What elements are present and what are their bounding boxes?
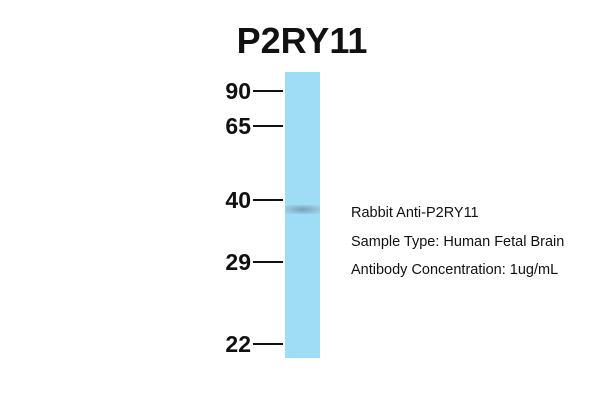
marker-tick	[253, 90, 283, 92]
marker-22: 22	[215, 329, 285, 359]
marker-65: 65	[215, 111, 285, 141]
antibody-label: Rabbit Anti-P2RY11	[351, 205, 479, 221]
marker-29: 29	[215, 247, 285, 277]
figure-title: P2RY11	[0, 20, 600, 62]
protein-band	[285, 205, 320, 214]
marker-tick	[253, 261, 283, 263]
concentration-label: Antibody Concentration: 1ug/mL	[351, 262, 559, 278]
marker-40: 40	[215, 185, 285, 215]
marker-90: 90	[215, 76, 285, 106]
marker-label: 40	[225, 187, 251, 213]
blot-lane	[285, 72, 320, 358]
marker-label: 65	[225, 113, 251, 139]
marker-label: 22	[225, 331, 251, 357]
title-text: P2RY11	[236, 20, 368, 61]
sample-type-label: Sample Type: Human Fetal Brain	[351, 234, 565, 250]
marker-label: 90	[225, 78, 251, 104]
marker-tick	[253, 199, 283, 201]
marker-tick	[253, 125, 283, 127]
marker-label: 29	[225, 249, 251, 275]
marker-tick	[253, 343, 283, 345]
